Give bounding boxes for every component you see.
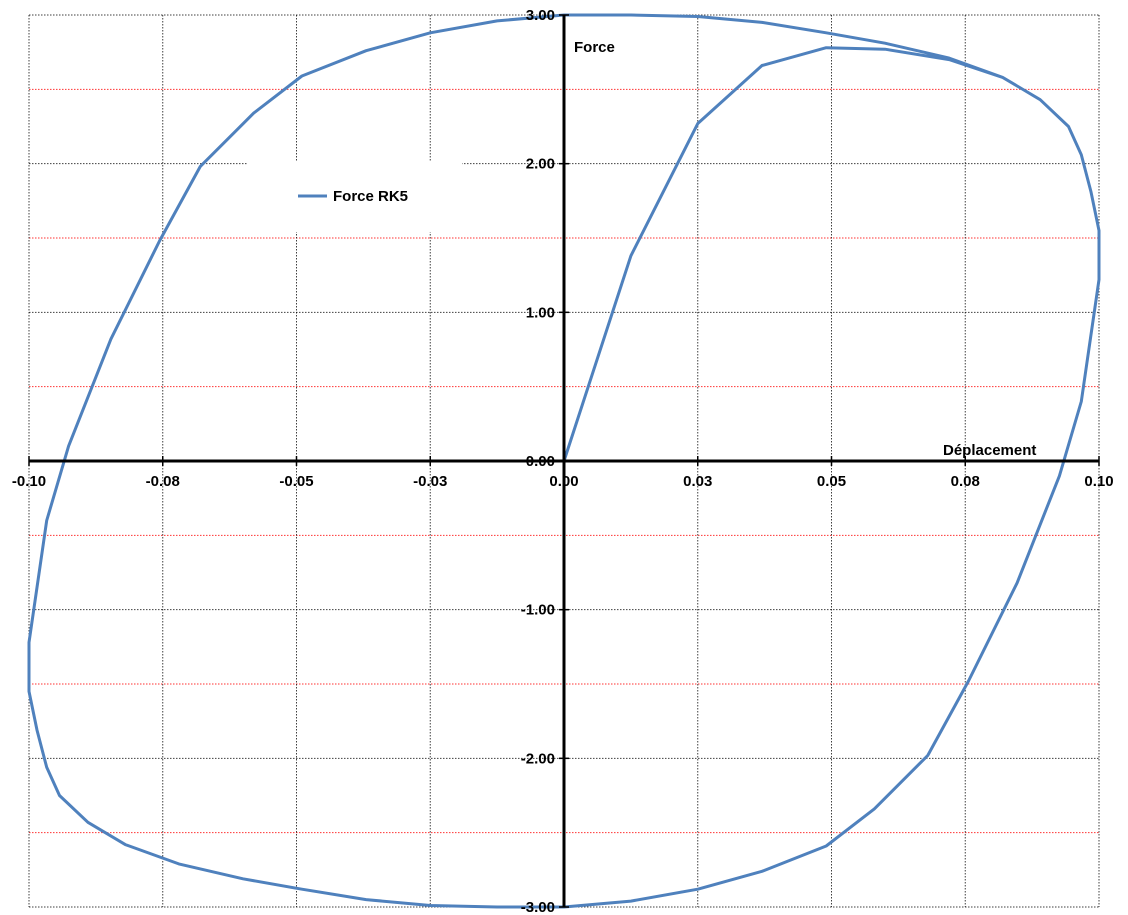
y-axis-title: Force	[574, 39, 615, 56]
y-tick-label: 3.00	[526, 7, 555, 24]
x-tick-label: 0.08	[951, 473, 980, 490]
legend-label: Force RK5	[333, 188, 408, 205]
x-tick-label: 0.10	[1084, 473, 1113, 490]
y-tick-label: -1.00	[521, 602, 555, 619]
tick-labels: -0.10 -0.08 -0.05 -0.03 0.00 0.03 0.05 0.08 0.10…	[12, 7, 1114, 915]
x-axis-title: Déplacement	[943, 442, 1036, 459]
legend: Force RK5	[248, 162, 462, 232]
x-tick-label: 0.00	[549, 473, 578, 490]
y-tick-label: 1.00	[526, 304, 555, 321]
x-tick-label: 0.05	[817, 473, 846, 490]
x-tick-label: -0.05	[279, 473, 313, 490]
series-line	[27, 13, 1101, 909]
x-tick-label: -0.10	[12, 473, 46, 490]
y-tick-label: -3.00	[521, 899, 555, 915]
y-tick-label: 2.00	[526, 156, 555, 173]
axes	[28, 14, 1100, 908]
y-tick-label: -2.00	[521, 750, 555, 767]
x-tick-label: -0.08	[146, 473, 180, 490]
series-layer	[27, 13, 1101, 909]
legend-box	[248, 162, 462, 232]
x-tick-label: 0.03	[683, 473, 712, 490]
x-tick-label: -0.03	[413, 473, 447, 490]
y-tick-label: 0.00	[526, 453, 555, 470]
